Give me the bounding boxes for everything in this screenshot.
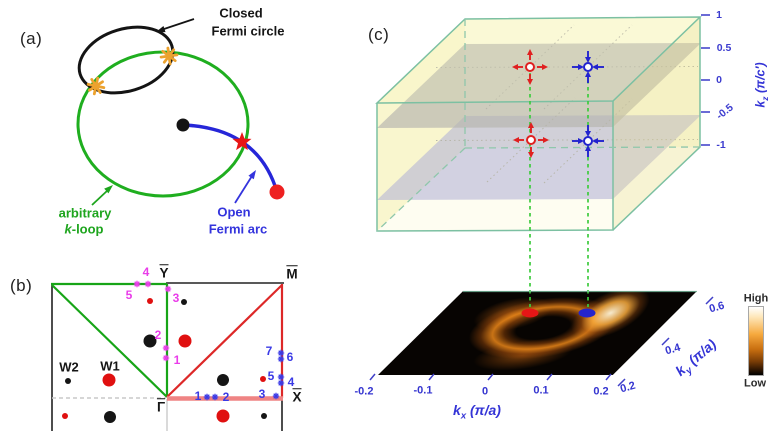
path-number-blue: 1 <box>194 389 202 403</box>
weyl-source-marker <box>513 122 549 158</box>
path-number-blue: 3 <box>258 387 266 401</box>
weyl-projection-dot <box>147 298 153 304</box>
path-number-magenta: 1 <box>173 353 181 367</box>
path-number-magenta: 2 <box>154 328 162 342</box>
weyl-label-w1: W1 <box>100 358 120 374</box>
kloop-label-line1: arbitrary <box>58 205 112 221</box>
path-number-blue: 4 <box>287 375 295 389</box>
kx-axis-label: kx (π/a) <box>453 401 501 422</box>
box-right-face <box>613 17 700 230</box>
magenta-path-marker <box>164 285 172 293</box>
path-number-magenta: 5 <box>125 288 133 302</box>
weyl-sink-marker <box>572 125 604 157</box>
colorbar-low-label: Low <box>744 377 766 390</box>
kz-axis-ticks <box>701 14 710 146</box>
open-label-line2: Fermi arc <box>208 221 268 237</box>
hs-point-Gamma: Γ <box>156 399 166 415</box>
colorbar-high-label: High <box>743 292 769 305</box>
map-weyl-dots <box>521 308 596 318</box>
k-path-markers <box>133 280 285 401</box>
weyl-projection-dot <box>143 334 157 348</box>
plane-gridlines <box>435 24 699 184</box>
panel-a-label: (a) <box>20 29 43 48</box>
intersection-star-right <box>159 46 179 66</box>
open-fermi-arc-curve <box>182 123 279 193</box>
map-weyl-dot <box>578 308 596 318</box>
path-number-blue: 6 <box>286 350 294 364</box>
blue-path-marker <box>211 393 219 401</box>
weyl-projection-dot <box>62 413 68 419</box>
hs-point-Y: Y <box>159 265 169 281</box>
closed-fermi-circle <box>77 25 175 95</box>
weyl-projection-dot <box>261 413 267 419</box>
magenta-path-marker <box>162 354 170 362</box>
map-weyl-dot <box>521 308 539 318</box>
weyl-source-marker <box>512 49 548 85</box>
box-top-face <box>377 17 700 103</box>
weyl-projection-dots <box>62 298 267 423</box>
weyl-projection-dot <box>217 374 229 386</box>
weyl-projection-dot <box>104 411 116 423</box>
weyl-projection-dot <box>65 378 71 384</box>
box-front-face <box>377 101 613 231</box>
weyl-projection-dot <box>102 373 116 387</box>
kx-tick-label: -0.2 <box>354 385 374 398</box>
closed-circle-arrow <box>156 18 195 33</box>
blue-path-marker <box>272 392 280 400</box>
weyl-projection-dot <box>216 409 230 423</box>
fermi-arc-arrow <box>234 170 256 204</box>
closed-label-line2: Fermi circle <box>211 23 285 39</box>
kz-axis-label: kz (π/c′) <box>753 62 771 108</box>
colorbar <box>748 306 764 376</box>
path-number-blue: 7 <box>265 344 273 358</box>
kloop-label-line2: k-loop <box>64 221 104 237</box>
open-label-line1: Open <box>217 204 251 220</box>
path-number-blue: 5 <box>267 369 275 383</box>
kz-tick-label: 0 <box>716 73 722 86</box>
panel-b-label: (b) <box>10 276 33 295</box>
weyl-projection-dot <box>260 376 266 382</box>
path-number-magenta: 4 <box>142 265 150 279</box>
weyl-projection-red-dot <box>269 184 285 200</box>
weyl-label-w2: W2 <box>59 359 79 375</box>
weyl-point-markers <box>512 49 604 158</box>
blue-path-marker <box>277 349 285 357</box>
blue-path-marker <box>277 379 285 387</box>
box-hidden-edges <box>376 19 701 232</box>
box-edges <box>375 16 702 232</box>
panel-c-label: (c) <box>368 25 390 44</box>
magenta-path-marker <box>133 280 141 288</box>
kx-tick-label: 0.1 <box>533 384 549 397</box>
magenta-path-marker <box>144 280 152 288</box>
kz-tick-label: -1 <box>716 138 726 151</box>
blue-path-marker <box>203 393 211 401</box>
blue-path-marker <box>277 373 285 381</box>
kx-tick-label: -0.1 <box>413 384 433 397</box>
magenta-path-marker <box>162 344 170 352</box>
k-loop-arrow <box>91 185 113 206</box>
kz-tick-label: 0.5 <box>716 41 732 54</box>
map-axis-ticks <box>369 296 714 387</box>
weyl-projection-dot <box>181 299 187 305</box>
path-number-magenta: 3 <box>172 291 180 305</box>
closed-label-line1: Closed <box>219 5 263 21</box>
path-number-blue: 2 <box>222 390 230 404</box>
weyl-projection-dot <box>178 334 192 348</box>
fermi-arc-endpoint-star <box>232 132 252 151</box>
kx-tick-label: 0 <box>481 385 489 398</box>
hs-point-X: X <box>292 389 302 405</box>
hs-point-M: M <box>286 266 298 282</box>
bz-box <box>375 14 710 232</box>
weyl-sink-marker <box>572 51 604 83</box>
weyl-projection-black-dot <box>176 118 190 132</box>
kx-tick-label: 0.2 <box>593 385 609 398</box>
kz-tick-label: 1 <box>716 8 722 21</box>
red-k-path <box>166 284 284 401</box>
intersection-star-left <box>86 76 106 96</box>
blue-path-marker <box>277 355 285 363</box>
